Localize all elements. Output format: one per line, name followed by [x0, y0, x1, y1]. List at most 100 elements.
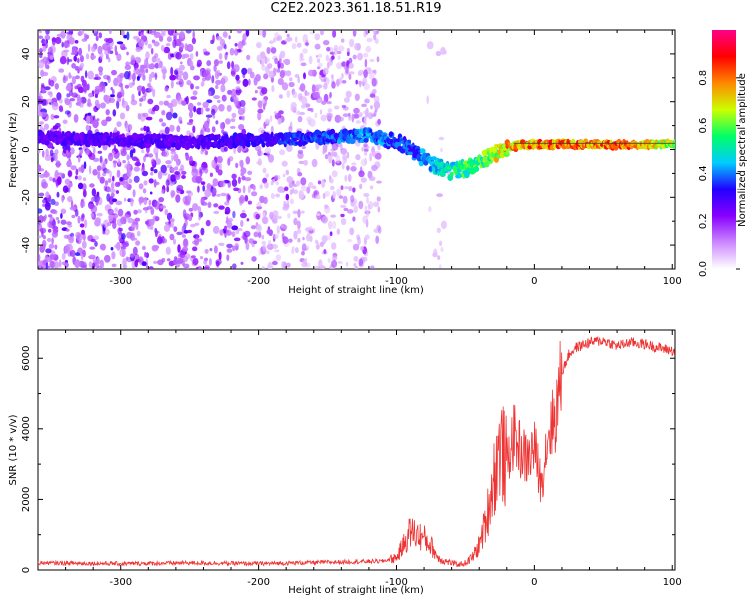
spectrogram-cell — [169, 74, 177, 81]
spectrogram-cell — [324, 190, 331, 197]
spectrogram-cell — [301, 145, 306, 150]
spectrogram-cell — [112, 198, 118, 203]
spectrogram-cell — [363, 143, 368, 148]
spectrogram-cell — [115, 200, 123, 206]
spectrogram-ridge-cell — [355, 130, 359, 136]
spectrogram-cell — [50, 113, 55, 120]
spectrogram-cell — [136, 230, 141, 237]
spectrogram-cell — [110, 94, 115, 98]
spectrogram-cell — [352, 216, 356, 222]
spectrogram-cell — [108, 215, 114, 222]
spectrogram-cell — [330, 214, 336, 218]
spectrogram-cell — [286, 144, 293, 153]
spectrogram-cell — [38, 30, 43, 34]
spectrogram-cell — [204, 167, 209, 174]
spectrogram-cell — [174, 166, 179, 171]
spectrogram-cell — [215, 84, 219, 90]
spectrogram-cell — [154, 200, 161, 210]
spectrogram-cell — [143, 180, 148, 186]
spectrogram-ridge-cell — [157, 133, 162, 141]
spectrogram-cell — [119, 177, 124, 182]
spectrogram-cell — [150, 171, 154, 176]
spectrogram-cell — [142, 74, 146, 81]
spectrogram-cell — [74, 209, 79, 217]
spectrogram-cell — [137, 57, 140, 65]
spectrogram-cell — [66, 31, 73, 35]
spectrogram-cell — [166, 164, 172, 169]
spectrogram-cell — [297, 237, 301, 243]
spectrogram-cell — [204, 150, 209, 156]
spectrogram-cell — [262, 211, 266, 217]
spectrogram-cell — [237, 107, 245, 116]
spectrogram-cell — [169, 223, 173, 228]
spectrogram-cell — [262, 167, 267, 174]
spectrogram-cell — [113, 144, 117, 153]
spectrogram-cell — [48, 243, 55, 249]
spectrogram-cell — [73, 55, 77, 62]
spectrogram-cell — [341, 61, 347, 67]
spectrogram-cell — [242, 33, 247, 42]
spectrogram-cell — [161, 110, 166, 116]
spectrogram-cell — [347, 239, 353, 243]
spectrogram-ridge-cell — [72, 131, 76, 136]
spectrogram-cell — [245, 30, 250, 37]
spectrogram-cell — [169, 218, 175, 223]
spectrogram-cell — [362, 110, 368, 115]
spectrogram-cell — [353, 255, 359, 262]
spectrogram-cell — [364, 234, 370, 240]
spectrogram-cell — [179, 30, 185, 39]
spectrogram-cell — [48, 46, 53, 54]
spectrogram-ylabel: Frequency (Hz) — [8, 112, 19, 188]
spectrogram-cell — [148, 199, 152, 206]
spectrogram-cell — [246, 54, 251, 61]
spectrogram-cell — [261, 87, 268, 95]
spectrogram-cell — [361, 146, 364, 152]
spectrogram-cell — [61, 195, 64, 203]
spectrogram-cell — [300, 210, 305, 214]
spectrogram-cell — [65, 75, 69, 82]
snr-xtick-label: 0 — [531, 577, 537, 588]
spectrogram-cell — [39, 121, 44, 125]
colorbar-tick-label: 0.6 — [698, 118, 709, 134]
spectrogram-cell — [172, 32, 180, 36]
spectrogram-cell — [174, 171, 181, 175]
spectrogram-cell — [124, 163, 131, 170]
spectrogram-ridge-cell — [463, 169, 471, 177]
spectrogram-cell — [200, 227, 205, 236]
spectrogram-cell — [235, 74, 240, 81]
spectrogram-cell — [426, 95, 430, 105]
spectrogram-cell — [148, 266, 154, 269]
spectrogram-ridge-cell — [419, 148, 426, 154]
spectrogram-cell — [108, 57, 111, 63]
spectrogram-cell — [293, 230, 298, 240]
spectrogram-cell — [113, 162, 117, 168]
spectrogram-cell — [54, 171, 59, 179]
spectrogram-cell — [45, 30, 50, 35]
spectrogram-cell — [319, 109, 323, 115]
spectrogram-cell — [297, 151, 304, 159]
spectrogram-cell — [296, 229, 302, 234]
spectrogram-ridge-cell — [389, 131, 393, 137]
spectrogram-cell — [250, 225, 257, 230]
spectrogram-cell — [202, 101, 209, 109]
spectrogram-cell — [264, 147, 272, 154]
spectrogram-cell — [71, 63, 76, 69]
spectrogram-cell — [325, 67, 329, 74]
spectrogram-cell — [323, 93, 329, 103]
spectrogram-cell — [38, 164, 42, 172]
spectrogram-cell — [68, 37, 75, 45]
spectrogram-cell — [268, 40, 274, 45]
spectrogram-cell — [188, 155, 193, 165]
spectrogram-cell — [140, 127, 144, 131]
spectrogram-cell — [341, 104, 347, 109]
spectrogram-cell — [144, 220, 149, 225]
spectrogram-cell — [206, 60, 212, 67]
spectrogram-cell — [275, 68, 278, 72]
spectrogram-cell — [97, 170, 101, 180]
spectrogram-cell — [255, 213, 260, 220]
spectrogram-cell — [141, 86, 146, 95]
spectrogram-cell — [358, 112, 363, 118]
spectrogram-cell — [190, 96, 198, 100]
spectrogram-cell — [354, 93, 360, 102]
